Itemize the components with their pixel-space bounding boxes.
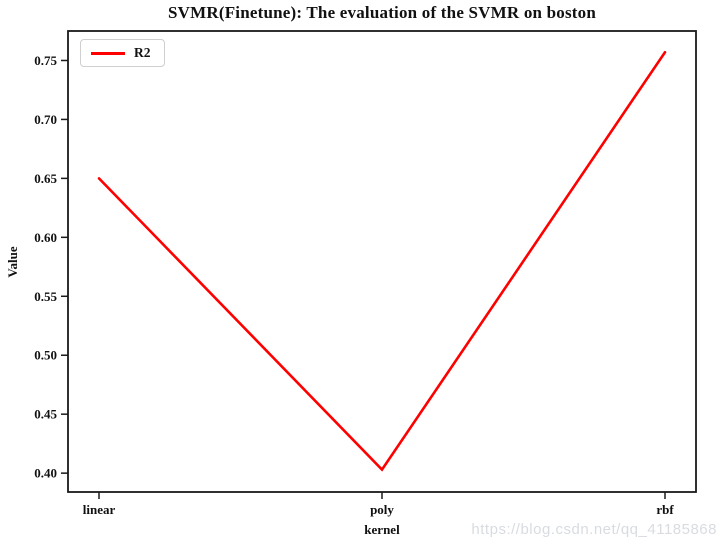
x-axis-label: kernel [364, 522, 400, 537]
legend-series-label: R2 [134, 45, 151, 60]
series-line-R2 [97, 50, 667, 472]
y-tick-label: 0.55 [34, 289, 57, 304]
y-tick-label: 0.45 [34, 407, 57, 422]
x-tick-label: poly [370, 502, 394, 517]
y-tick-label: 0.40 [34, 466, 57, 481]
y-tick-label: 0.75 [34, 53, 57, 68]
x-tick-label: linear [83, 502, 116, 517]
legend: R2 [80, 39, 165, 67]
x-tick-label: rbf [656, 502, 674, 517]
axes-border [67, 30, 697, 493]
y-tick-label: 0.65 [34, 171, 57, 186]
watermark: https://blog.csdn.net/qq_41185868 [471, 521, 717, 538]
y-tick-label: 0.60 [34, 230, 57, 245]
chart-title: SVMR(Finetune): The evaluation of the SV… [167, 3, 597, 22]
y-tick-label: 0.70 [34, 112, 57, 127]
legend-line-swatch [91, 51, 125, 55]
y-tick-label: 0.50 [34, 348, 57, 363]
